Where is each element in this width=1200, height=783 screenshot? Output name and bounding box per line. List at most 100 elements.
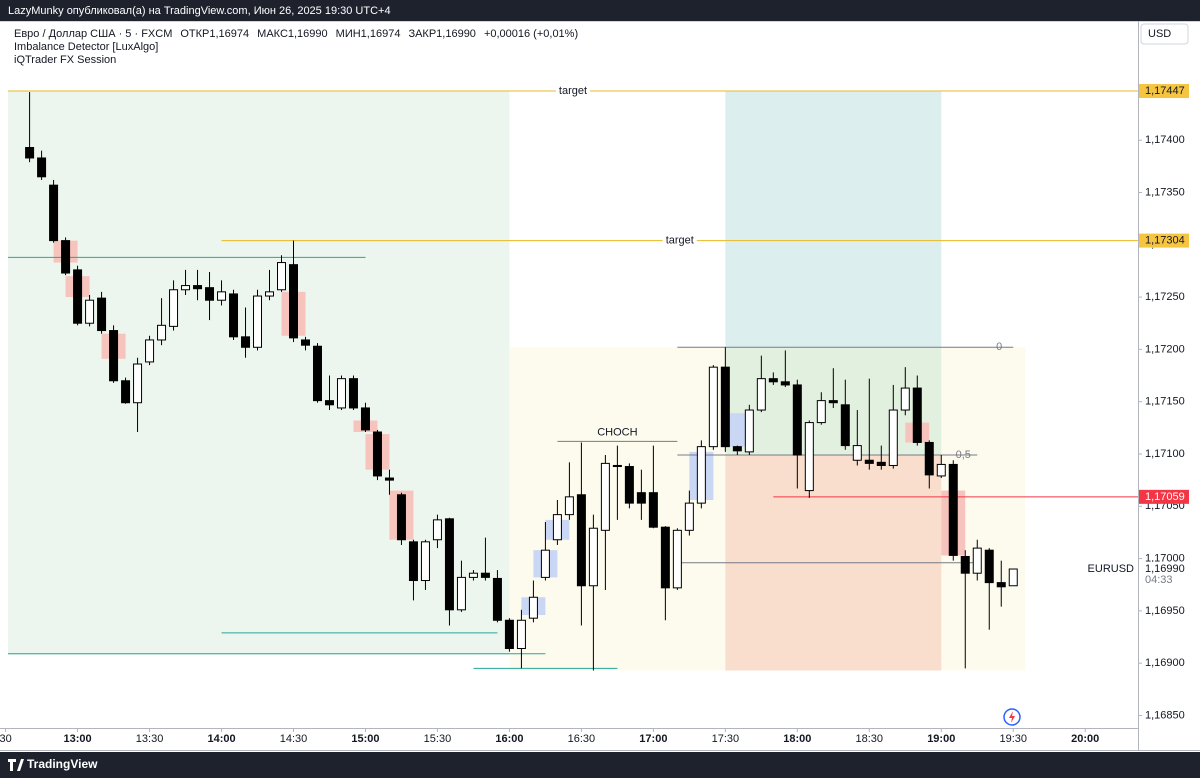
candle-body	[696, 446, 706, 504]
x-tick-label: 17:00	[639, 733, 667, 745]
y-tick-label: 1,16850	[1145, 709, 1185, 721]
x-tick-label: 13:00	[64, 733, 92, 745]
candle-body	[648, 492, 658, 528]
candle-body	[348, 378, 358, 409]
candle-body	[996, 582, 1006, 588]
ohlc-value: МИН1,16974	[336, 28, 401, 40]
price-tag-label: 1,17059	[1145, 491, 1185, 503]
lightning-icon[interactable]	[1003, 708, 1021, 726]
candle-body	[864, 459, 874, 464]
candle-body	[444, 518, 454, 611]
candle-body	[912, 387, 922, 443]
lightning-bolt	[1009, 711, 1015, 723]
label-bg	[555, 85, 591, 98]
candle-body	[756, 378, 766, 411]
zone	[8, 91, 510, 655]
candle-body	[312, 345, 322, 402]
x-tick-label: 18:30	[856, 733, 884, 745]
candle-body	[420, 541, 430, 582]
candle-body	[480, 572, 490, 578]
countdown: 04:33	[1145, 574, 1173, 586]
candle-body	[336, 378, 346, 409]
candle-body	[960, 555, 970, 574]
x-tick-label: 16:30	[568, 733, 596, 745]
symbol: Евро / Доллар США · 5 · FXCM	[14, 28, 172, 40]
candle-body	[49, 184, 59, 242]
currency-box[interactable]	[1140, 23, 1189, 45]
price-tag-label: 1,17304	[1145, 235, 1185, 247]
price-tag	[1139, 489, 1189, 504]
label-bg	[662, 234, 697, 247]
y-tick-label: 1,17350	[1145, 186, 1185, 198]
candle-body	[288, 264, 298, 339]
last-price-tag	[1139, 562, 1189, 587]
last-symbol: EURUSD	[1088, 563, 1135, 575]
y-tick-label: 1,16900	[1145, 657, 1185, 669]
candle-body	[205, 287, 215, 301]
candle-body	[828, 400, 838, 404]
x-tick-label: 18:00	[783, 733, 811, 745]
y-tick-label: 1,17250	[1145, 291, 1185, 303]
candle-body	[85, 299, 95, 324]
candle-body	[145, 339, 155, 363]
candle-body	[372, 431, 382, 477]
ohlc-value: ОТКР1,16974	[180, 28, 249, 40]
tv-logo	[8, 759, 24, 771]
x-tick-label: 19:00	[927, 733, 955, 745]
price-tag	[1139, 233, 1189, 248]
candle-body	[396, 494, 406, 541]
candle-body	[672, 529, 682, 589]
x-tick-label: 20:00	[1071, 733, 1099, 745]
footer-brand: TradingView	[27, 757, 98, 771]
border	[0, 21, 1200, 22]
candle-body	[157, 324, 167, 341]
candle-body	[169, 289, 179, 327]
level-label: target	[559, 85, 587, 97]
candle-body	[984, 549, 994, 584]
y-tick-label: 1,17000	[1145, 552, 1185, 564]
ohlc-value: ЗАКР1,16990	[408, 28, 476, 40]
candle-body	[600, 462, 610, 531]
candle-body	[852, 445, 862, 461]
ohlc-value: МАКС1,16990	[257, 28, 328, 40]
candle-body	[360, 407, 370, 431]
candle-body	[552, 514, 562, 541]
candle-body	[936, 463, 946, 477]
candle-body	[924, 441, 934, 476]
x-tick-label: 19:30	[999, 733, 1027, 745]
candle-body	[73, 269, 83, 324]
indicator: iQTrader FX Session	[14, 54, 116, 66]
candle-body	[804, 422, 814, 492]
x-tick-label: 30	[0, 733, 12, 745]
candle-body	[241, 336, 251, 348]
level-label: 0	[996, 341, 1002, 353]
y-tick-label: 1,17400	[1145, 134, 1185, 146]
y-tick-label: 1,16950	[1145, 605, 1185, 617]
candle-body	[468, 572, 478, 578]
candle-body	[121, 380, 131, 404]
y-tick-label: 1,17050	[1145, 500, 1185, 512]
candle-body	[432, 519, 442, 541]
candle-body	[277, 262, 287, 291]
candle-body	[300, 339, 310, 346]
candle-body	[528, 596, 538, 619]
candle-body	[612, 464, 622, 468]
candle-body	[660, 526, 670, 589]
candle-body	[97, 297, 107, 332]
y-tick-label: 1,17200	[1145, 343, 1185, 355]
level-label: target	[666, 235, 694, 247]
level-label: 0,5	[956, 449, 971, 461]
candle-body	[133, 363, 143, 404]
candle-body	[576, 494, 586, 587]
candle-body	[516, 619, 526, 650]
top-bar	[0, 0, 1200, 21]
candle-body	[624, 466, 634, 504]
candle-body	[61, 240, 71, 274]
candle-body	[540, 549, 550, 578]
candle-body	[1008, 568, 1018, 587]
zone	[725, 91, 942, 348]
candle-body	[37, 157, 47, 178]
x-tick-label: 14:30	[280, 733, 308, 745]
level-label: CHOCH	[597, 426, 637, 438]
